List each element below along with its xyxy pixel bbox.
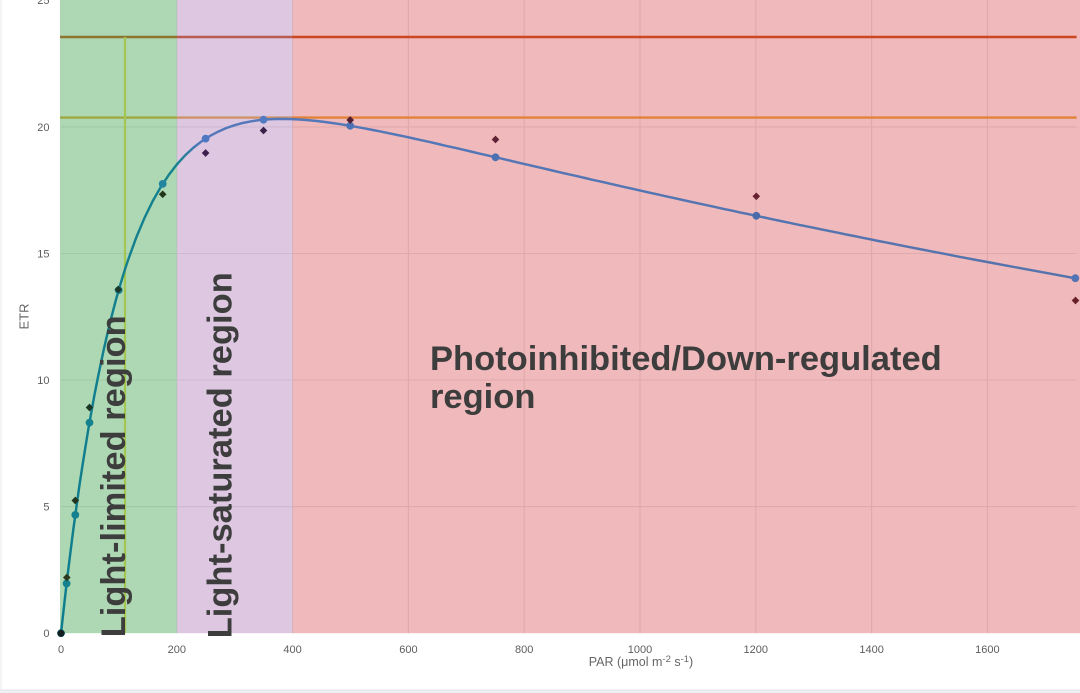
svg-text:Light-saturated region: Light-saturated region bbox=[202, 272, 240, 638]
svg-text:PAR (μmol m-2 s-1): PAR (μmol m-2 s-1) bbox=[589, 654, 693, 669]
svg-text:5: 5 bbox=[43, 502, 49, 514]
svg-text:ETR: ETR bbox=[17, 304, 32, 330]
svg-text:region: region bbox=[430, 378, 535, 416]
svg-text:10: 10 bbox=[37, 375, 49, 387]
svg-text:0: 0 bbox=[43, 628, 49, 640]
svg-text:25: 25 bbox=[37, 0, 49, 7]
svg-text:1400: 1400 bbox=[859, 644, 883, 656]
svg-text:Light-limited region: Light-limited region bbox=[95, 315, 133, 637]
svg-text:400: 400 bbox=[283, 644, 301, 656]
svg-text:20: 20 bbox=[37, 122, 49, 134]
svg-text:0: 0 bbox=[58, 644, 64, 656]
svg-text:15: 15 bbox=[37, 249, 49, 261]
svg-text:600: 600 bbox=[399, 644, 417, 656]
svg-text:1000: 1000 bbox=[628, 644, 652, 656]
svg-text:1200: 1200 bbox=[744, 644, 768, 656]
svg-text:200: 200 bbox=[168, 644, 186, 656]
svg-text:Photoinhibited/Down-regulated: Photoinhibited/Down-regulated bbox=[430, 340, 942, 378]
svg-text:800: 800 bbox=[515, 644, 533, 656]
svg-text:1600: 1600 bbox=[975, 644, 999, 656]
